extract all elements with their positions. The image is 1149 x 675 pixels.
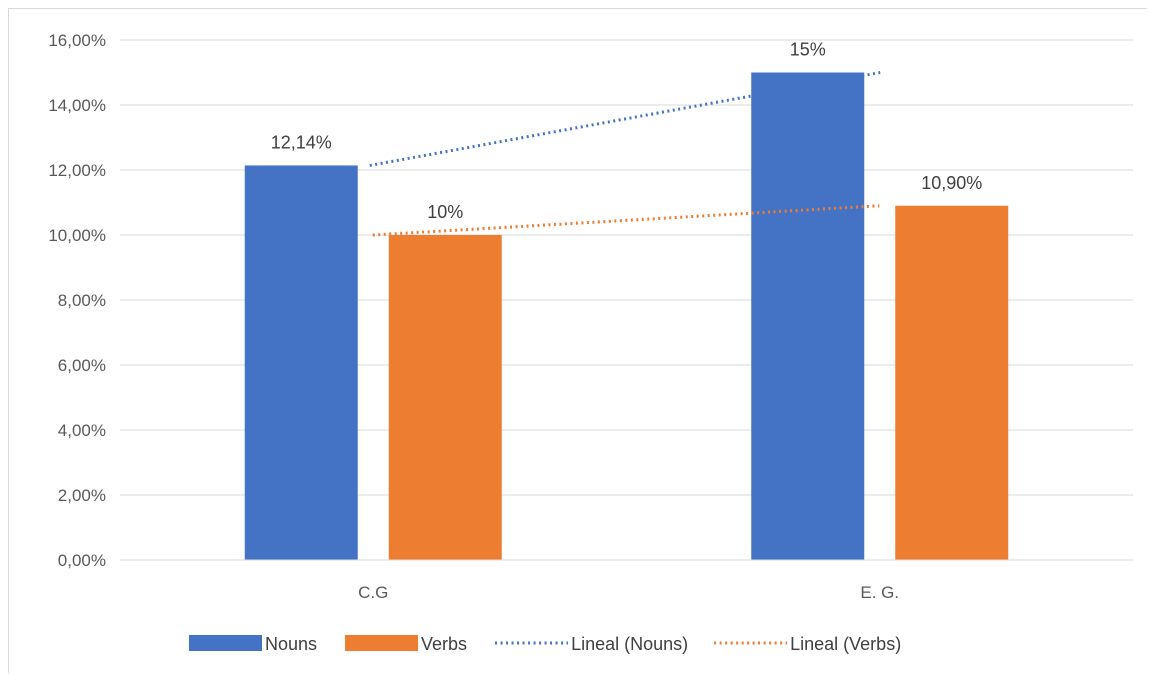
x-tick-label: E. G. — [860, 583, 899, 602]
legend-label: Verbs — [421, 634, 467, 654]
bar-nouns-1 — [751, 72, 865, 560]
legend-label: Nouns — [265, 634, 317, 654]
data-label: 10,90% — [921, 173, 982, 193]
y-tick-label: 6,00% — [58, 356, 106, 375]
trendline-verbs — [372, 204, 880, 237]
y-tick-label: 0,00% — [58, 551, 106, 570]
y-axis: 0,00% 2,00% 4,00% 6,00% 8,00% 10,00% 12,00% 14,… — [48, 31, 106, 570]
legend-swatch-nouns — [189, 635, 262, 651]
x-axis: C.G E. G. — [120, 559, 1133, 602]
bar-verbs-0 — [388, 235, 502, 560]
data-label: 10% — [427, 202, 463, 222]
y-tick-label: 10,00% — [48, 226, 106, 245]
bars — [244, 72, 1009, 560]
y-tick-label: 12,00% — [48, 161, 106, 180]
y-tick-label: 16,00% — [48, 31, 106, 50]
data-label: 12,14% — [271, 132, 332, 152]
legend: Nouns Verbs Lineal (Nouns) Lineal (Verbs) — [189, 634, 901, 654]
legend-label: Lineal (Nouns) — [571, 634, 688, 654]
x-tick-label: C.G — [358, 583, 388, 602]
data-label: 15% — [790, 40, 826, 60]
y-tick-label: 14,00% — [48, 96, 106, 115]
trendline-nouns — [369, 71, 881, 167]
y-tick-label: 4,00% — [58, 421, 106, 440]
y-tick-label: 2,00% — [58, 486, 106, 505]
trendlines — [369, 71, 881, 237]
legend-swatch-verbs — [345, 635, 419, 651]
bar-nouns-0 — [244, 165, 358, 560]
y-tick-label: 8,00% — [58, 291, 106, 310]
legend-label: Lineal (Verbs) — [790, 634, 901, 654]
bar-verbs-1 — [895, 205, 1009, 560]
data-labels: 12,14% 10% 15% 10,90% — [271, 40, 983, 223]
